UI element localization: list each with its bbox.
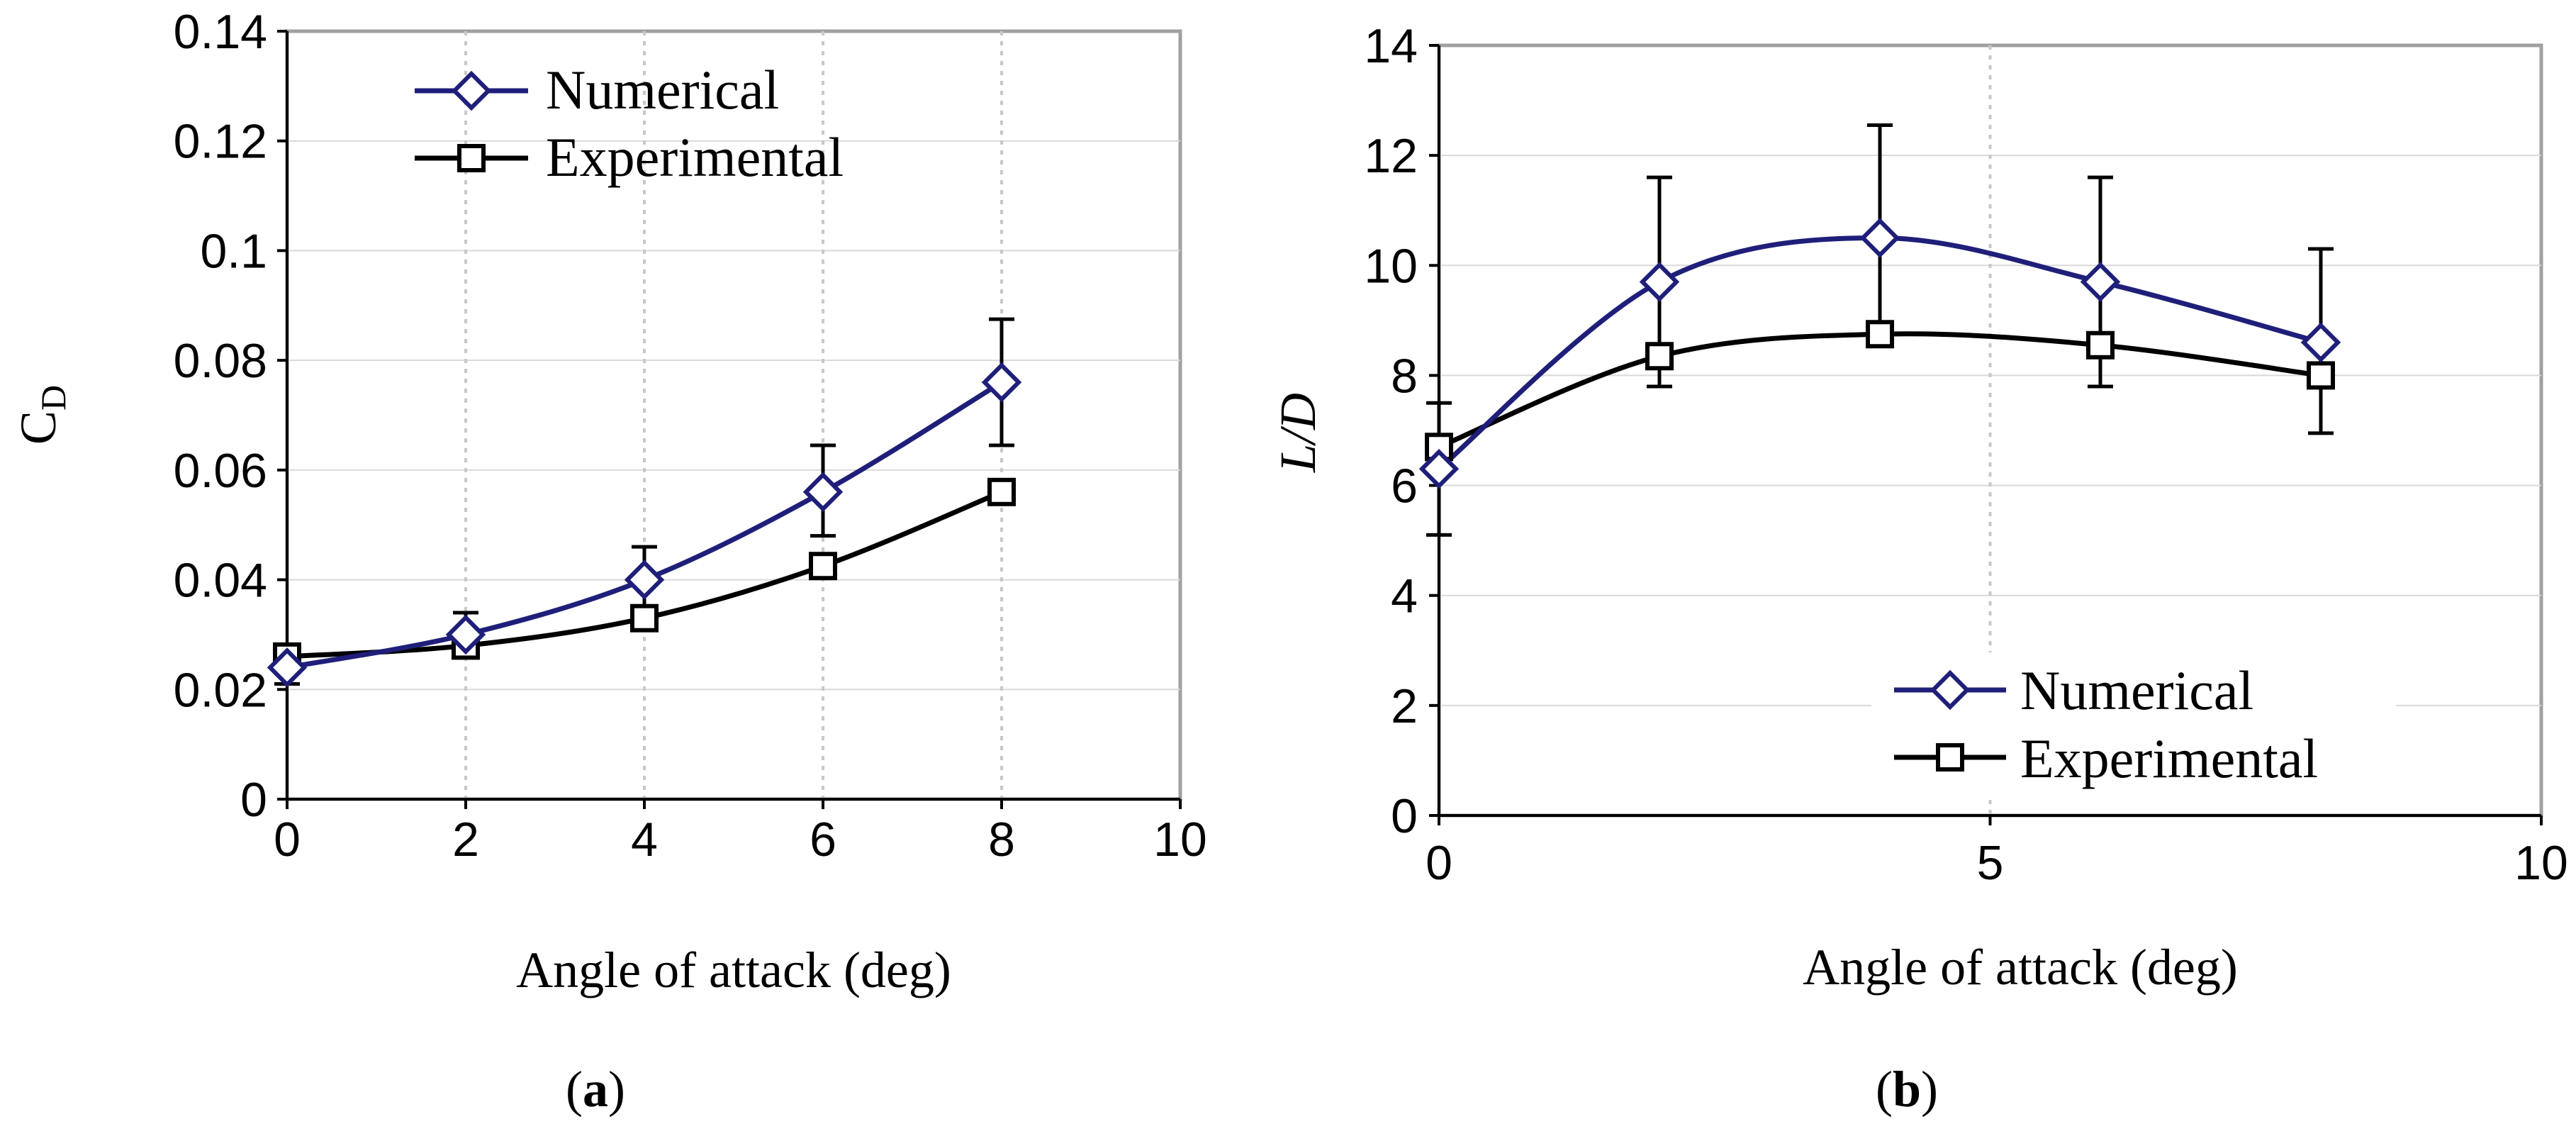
- chart-panel-b: 0 2 4 6 8 10 12 14 0 5 10 Numerical Experimental L…: [1270, 19, 2568, 1118]
- legend-label-experimental-a: Experimental: [546, 126, 844, 188]
- y-axis-label-a: CD: [10, 385, 73, 445]
- y-tick-label-a-4: 0.08: [174, 334, 267, 388]
- y-tick-label-b-7: 14: [1364, 19, 1418, 73]
- panel-label-b: (b): [1876, 1061, 1938, 1118]
- data-point-numerical-a-1: [445, 614, 486, 655]
- data-point-numerical-b-3: [2080, 262, 2121, 302]
- y-tick-label-b-1: 2: [1391, 679, 1418, 733]
- legend-marker-experimental-a: [457, 144, 486, 172]
- x-axis-label-a: Angle of attack (deg): [516, 942, 951, 998]
- legend-label-experimental-b: Experimental: [2020, 728, 2318, 789]
- legend-marker-experimental-b: [1936, 743, 1964, 772]
- y-tick-label-b-3: 6: [1391, 460, 1418, 513]
- legend-a: Numerical Experimental: [415, 59, 844, 188]
- x-tick-label-b-1: 5: [1977, 836, 2004, 890]
- data-point-numerical-a-3: [802, 472, 844, 513]
- legend-b: Numerical Experimental: [1871, 652, 2396, 794]
- legend-marker-numerical-b: [1930, 669, 1971, 711]
- data-point-numerical-b-1: [1639, 262, 1680, 302]
- x-tick-label-b-2: 10: [2514, 836, 2568, 890]
- x-tick-label-a-4: 8: [988, 813, 1015, 867]
- y-tick-label-b-0: 0: [1391, 789, 1418, 843]
- y-tick-label-b-2: 4: [1391, 569, 1418, 623]
- legend-label-numerical-a: Numerical: [546, 59, 779, 121]
- data-point-numerical-b-2: [1859, 218, 1900, 258]
- x-tick-label-a-5: 10: [1153, 813, 1207, 867]
- y-tick-label-a-1: 0.02: [174, 663, 267, 717]
- data-point-numerical-a-0: [267, 647, 308, 688]
- panel-label-close-b: ): [1921, 1061, 1938, 1118]
- data-point-numerical-b-4: [2300, 322, 2341, 363]
- x-tick-label-a-2: 4: [631, 813, 658, 867]
- y-tick-label-a-3: 0.06: [174, 444, 267, 498]
- panel-label-a: (a): [566, 1061, 625, 1118]
- data-point-numerical-a-4: [981, 362, 1022, 403]
- panel-label-open-b: (: [1876, 1061, 1893, 1118]
- legend-marker-numerical-a: [451, 70, 492, 111]
- panel-label-letter-b: b: [1893, 1061, 1921, 1118]
- y-tick-label-a-2: 0.04: [174, 554, 267, 608]
- y-tick-label-a-0: 0: [240, 773, 267, 827]
- y-tick-label-a-7: 0.14: [174, 5, 267, 59]
- panel-label-letter-a: a: [583, 1061, 608, 1118]
- chart-panel-a: 0 0.02 0.04 0.06 0.08 0.1 0.12 0.14 0 2 4 6 8 10 Nume…: [10, 5, 1207, 1118]
- y-tick-label-b-4: 8: [1391, 349, 1418, 403]
- data-point-numerical-a-2: [624, 559, 665, 600]
- data-point-numerical-b-0: [1418, 449, 1460, 489]
- y-axis-label-sub-a: D: [33, 385, 73, 411]
- data-point-experimental-a-2: [630, 603, 659, 633]
- data-point-experimental-a-4: [987, 477, 1016, 506]
- y-axis-label-b: L/D: [1270, 393, 1326, 473]
- x-tick-label-a-0: 0: [274, 813, 301, 867]
- x-tick-label-a-1: 2: [452, 813, 479, 867]
- x-tick-label-a-3: 6: [810, 813, 836, 867]
- data-point-experimental-b-2: [1866, 320, 1894, 349]
- x-tick-label-b-0: 0: [1426, 836, 1452, 890]
- data-point-experimental-a-3: [809, 552, 837, 581]
- legend-label-numerical-b: Numerical: [2020, 659, 2253, 721]
- data-point-experimental-b-4: [2307, 361, 2335, 390]
- data-point-experimental-b-3: [2086, 330, 2115, 360]
- y-axis-label-main-a: C: [10, 411, 67, 445]
- panel-label-open-a: (: [566, 1061, 583, 1118]
- y-tick-label-b-5: 10: [1364, 239, 1418, 293]
- x-axis-label-b: Angle of attack (deg): [1803, 939, 2238, 996]
- y-tick-label-b-6: 12: [1364, 129, 1418, 183]
- y-tick-label-a-6: 0.12: [174, 115, 267, 169]
- panel-label-close-a: ): [608, 1061, 625, 1118]
- data-point-experimental-b-1: [1645, 342, 1674, 371]
- y-tick-label-a-5: 0.1: [200, 224, 267, 278]
